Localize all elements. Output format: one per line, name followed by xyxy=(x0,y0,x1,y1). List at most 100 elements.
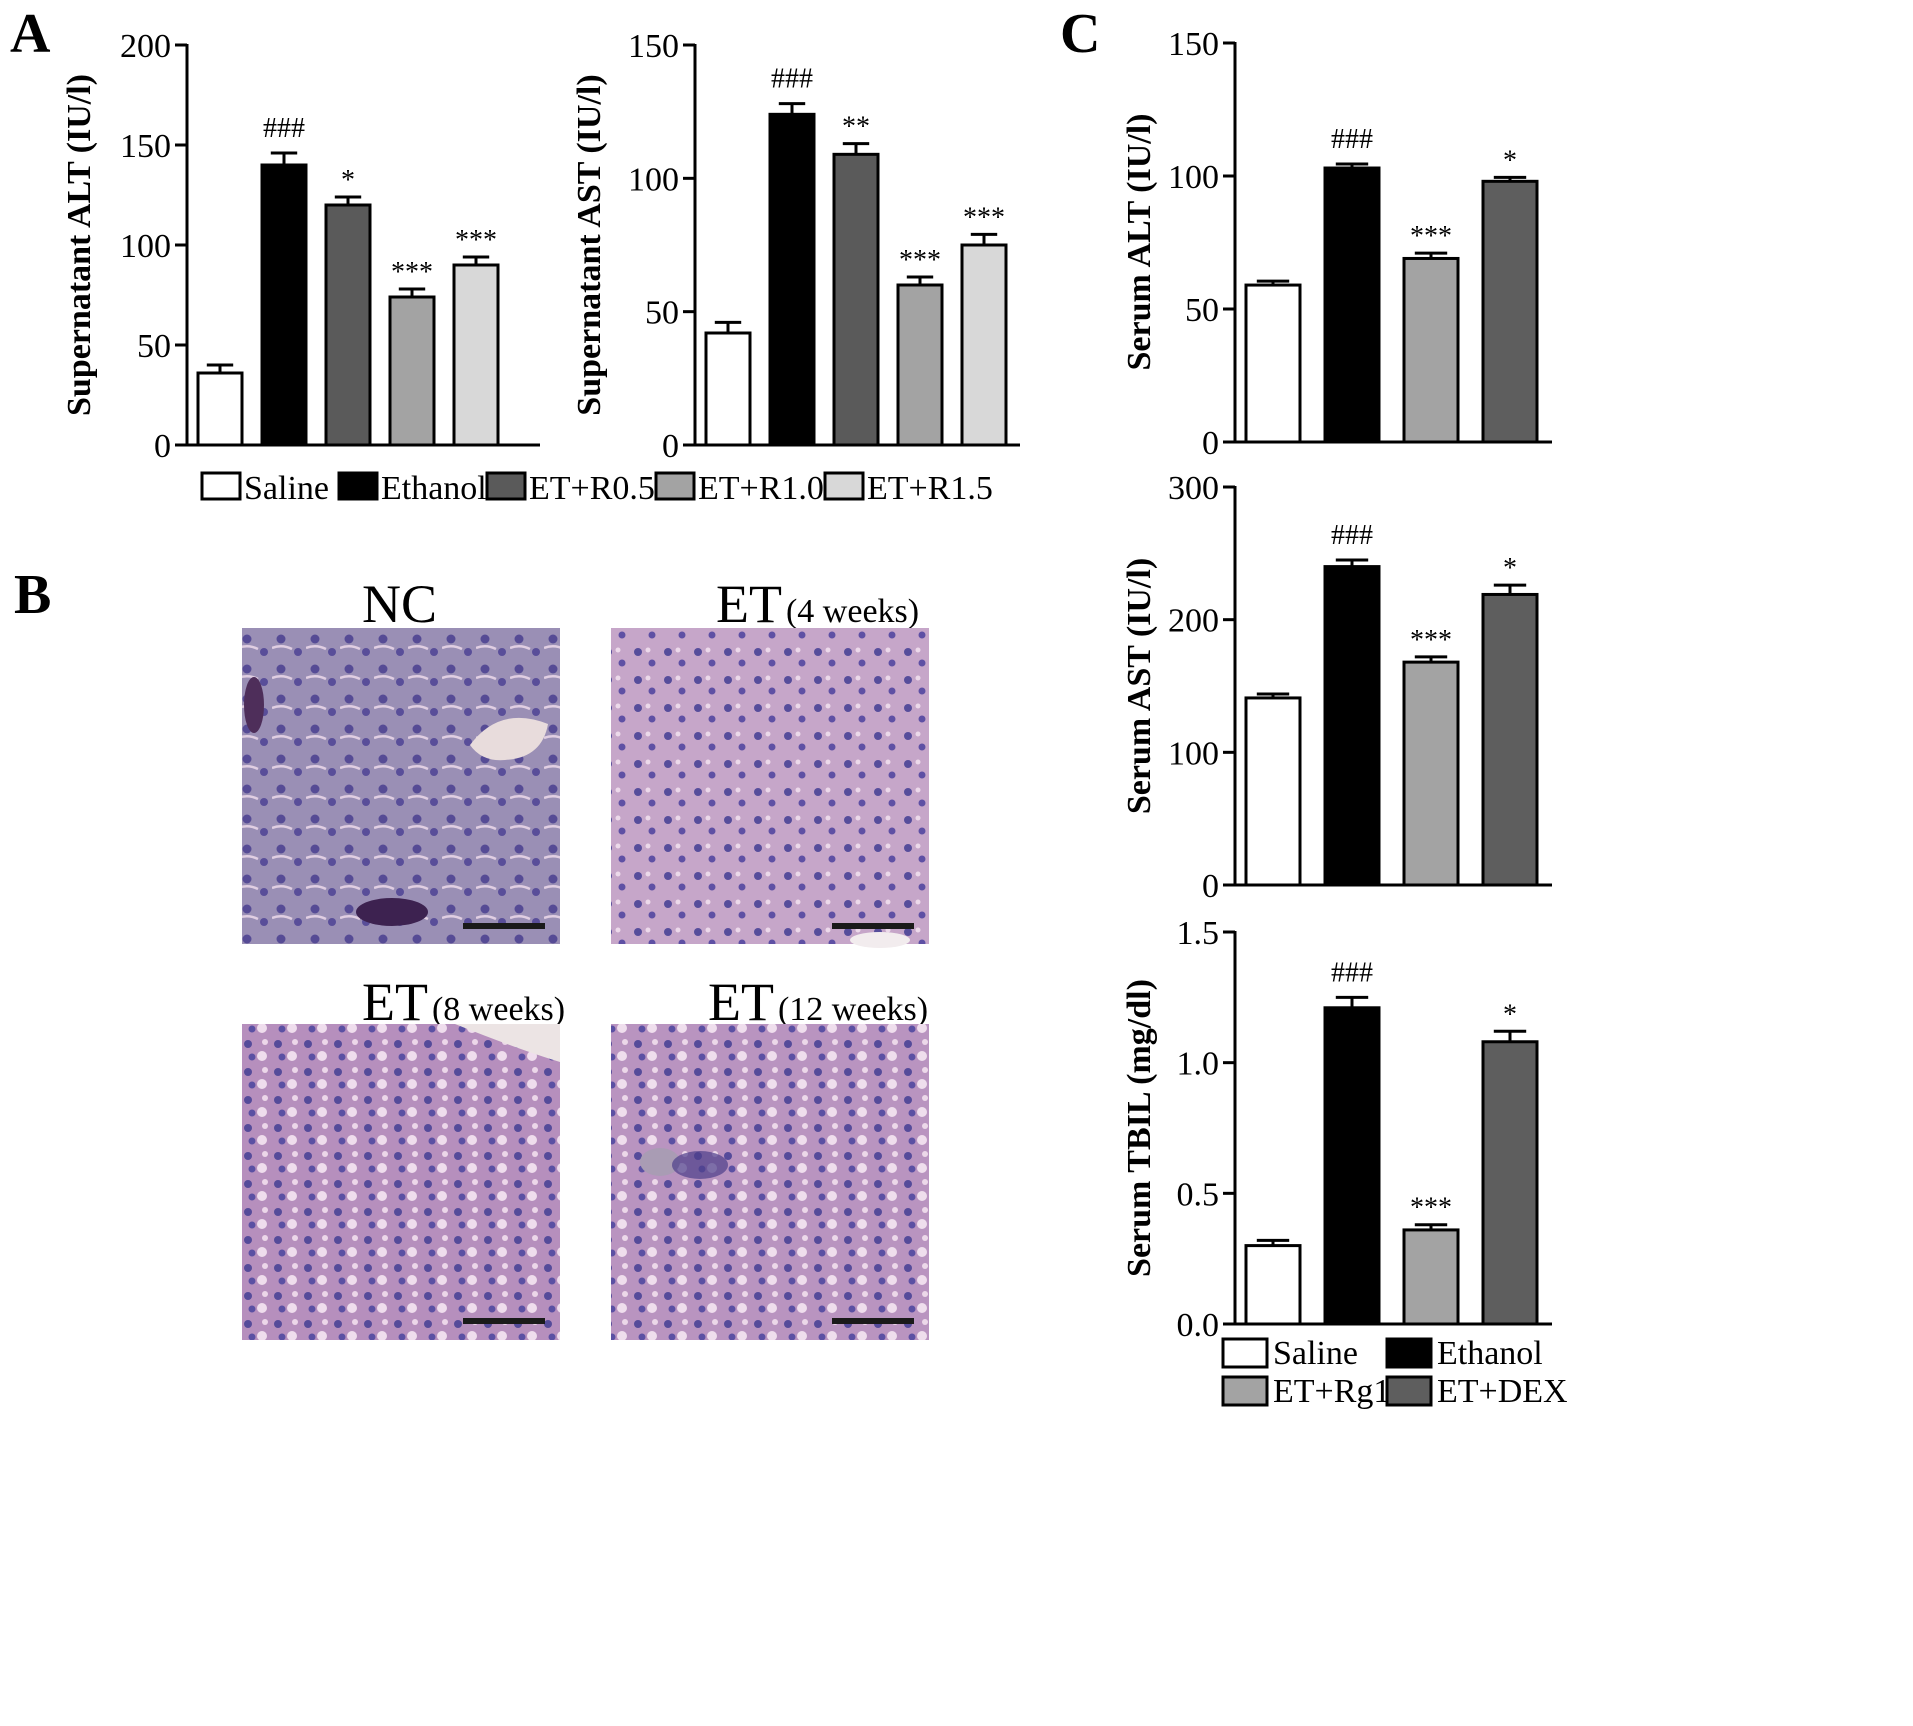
bar-ethanol xyxy=(1323,166,1381,444)
y-tick-label: 0 xyxy=(662,428,679,465)
legend-item-ethanol: Ethanol xyxy=(1385,1335,1543,1372)
significance-label: ### xyxy=(771,64,813,95)
y-tick-label: 50 xyxy=(1185,292,1219,329)
scale-bar xyxy=(832,1318,914,1324)
y-tick-label: 1.5 xyxy=(1177,915,1220,952)
legend-label: Ethanol xyxy=(381,470,487,507)
vessel-lumen xyxy=(640,1148,680,1176)
bar-saline xyxy=(1244,283,1302,444)
micrograph-nc: NC xyxy=(242,574,560,944)
significance-label: *** xyxy=(1410,625,1452,656)
significance-label: ### xyxy=(1331,520,1373,551)
y-tick-label: 0 xyxy=(1202,425,1219,462)
legend-label: ET+DEX xyxy=(1437,1373,1568,1410)
y-tick-label: 0 xyxy=(1202,868,1219,905)
legend-label: ET+Rg1 xyxy=(1273,1373,1390,1410)
legend-label: ET+R1.0 xyxy=(698,470,824,507)
y-axis-title: Supernatant ALT (IU/l) xyxy=(61,74,98,416)
significance-label: * xyxy=(1503,145,1517,176)
significance-label: * xyxy=(1503,553,1517,584)
y-axis-title: Serum AST (IU/l) xyxy=(1121,558,1158,814)
bar-ethanol xyxy=(1323,565,1381,887)
bar-et-r1-5 xyxy=(960,243,1008,447)
bar-et-r0-5 xyxy=(324,203,372,447)
micrograph-label: ET (12 weeks) xyxy=(708,972,928,1032)
y-tick-label: 150 xyxy=(628,28,679,65)
legend-item-et-rg1: ET+Rg1 xyxy=(1221,1373,1390,1410)
y-tick-label: 0.5 xyxy=(1177,1176,1220,1213)
y-tick-label: 200 xyxy=(1168,603,1219,640)
y-tick-label: 150 xyxy=(1168,26,1219,63)
legend-item-et-dex: ET+DEX xyxy=(1385,1373,1568,1410)
y-tick-label: 150 xyxy=(120,128,171,165)
y-tick-label: 50 xyxy=(137,328,171,365)
legend-item-ethanol: Ethanol xyxy=(337,470,487,507)
vessel-lumen xyxy=(455,1024,560,1062)
bar-et-r1-0 xyxy=(388,295,436,447)
significance-label: *** xyxy=(1410,1193,1452,1224)
scale-bar xyxy=(832,923,914,929)
bar-saline xyxy=(1244,1244,1302,1326)
bar-et-dex xyxy=(1481,592,1539,887)
micrograph-et-8-weeks: ET (8 weeks) xyxy=(242,972,565,1340)
significance-label: ### xyxy=(1331,124,1373,155)
micrograph-label-sub: (12 weeks) xyxy=(778,991,928,1028)
dark-stain xyxy=(244,677,264,733)
y-tick-label: 100 xyxy=(1168,159,1219,196)
bar-et-dex xyxy=(1481,179,1539,444)
legend-label: ET+R0.5 xyxy=(529,470,655,507)
bar-ethanol xyxy=(768,112,816,447)
y-tick-label: 0 xyxy=(154,428,171,465)
micrograph-label-main: ET xyxy=(708,972,774,1032)
bar-saline xyxy=(704,331,752,447)
y-tick-label: 100 xyxy=(1168,735,1219,772)
y-tick-label: 200 xyxy=(120,28,171,65)
legend-label: Saline xyxy=(244,470,329,507)
panel-letter-a: A xyxy=(10,3,51,65)
inflammatory-infiltrate xyxy=(672,1151,728,1179)
significance-label: *** xyxy=(391,257,433,288)
legend-panel-c: Saline Ethanol ET+Rg1 ET+DEX xyxy=(1221,1335,1568,1410)
micrograph-label: NC xyxy=(362,574,437,634)
y-tick-label: 50 xyxy=(645,295,679,332)
significance-label: * xyxy=(341,165,355,196)
significance-label: ### xyxy=(263,113,305,144)
vessel-lumen xyxy=(850,932,910,948)
micrograph-label-main: ET xyxy=(362,972,428,1032)
bar-et-r1-0 xyxy=(896,283,944,447)
y-tick-label: 1.0 xyxy=(1177,1046,1220,1083)
significance-label: *** xyxy=(963,202,1005,233)
legend-label: Saline xyxy=(1273,1335,1358,1372)
legend-label: Ethanol xyxy=(1437,1335,1543,1372)
micrograph-label-sub: (8 weeks) xyxy=(432,991,565,1028)
significance-label: *** xyxy=(899,245,941,276)
bar-saline xyxy=(1244,696,1302,887)
y-axis-title: Supernatant AST (IU/l) xyxy=(571,74,608,415)
legend-label: ET+R1.5 xyxy=(867,470,993,507)
significance-label: * xyxy=(1503,999,1517,1030)
y-tick-label: 100 xyxy=(628,161,679,198)
micrograph-label: ET (8 weeks) xyxy=(362,972,565,1032)
dark-stain xyxy=(356,898,428,926)
y-axis-title: Serum ALT (IU/l) xyxy=(1121,114,1158,371)
significance-label: ** xyxy=(842,112,870,143)
legend-item-et-r10: ET+R1.0 xyxy=(654,470,824,507)
panel-letter-c: C xyxy=(1060,3,1100,65)
micrograph-label-sub: (4 weeks) xyxy=(786,593,919,630)
bar-et-rg1 xyxy=(1402,1228,1460,1326)
micrograph-label: ET (4 weeks) xyxy=(716,574,919,634)
legend-item-saline: Saline xyxy=(1221,1335,1358,1372)
micrograph-et-4-weeks: ET (4 weeks) xyxy=(611,574,929,948)
bar-saline xyxy=(196,371,244,447)
bar-et-rg1 xyxy=(1402,256,1460,444)
y-axis-title: Serum TBIL (mg/dl) xyxy=(1121,979,1158,1277)
scale-bar xyxy=(463,1318,545,1324)
bar-et-r1-5 xyxy=(452,263,500,447)
vessel-lumen xyxy=(470,717,548,761)
significance-label: *** xyxy=(1410,221,1452,252)
